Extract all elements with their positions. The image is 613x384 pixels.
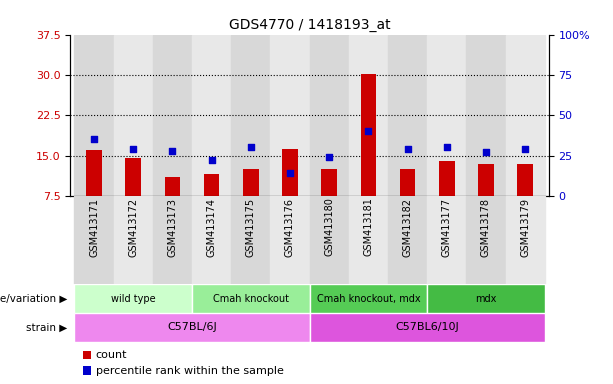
Bar [192,284,310,313]
Bar [466,35,506,196]
Point [324,154,334,160]
Bar [427,284,545,313]
Text: genotype/variation ▶: genotype/variation ▶ [0,293,67,304]
Point [442,144,452,151]
Bar [400,169,416,196]
Bar [310,284,427,313]
Bar [388,35,427,196]
Text: GSM413180: GSM413180 [324,198,334,257]
Point [364,128,373,134]
Bar [192,196,231,284]
Bar [231,196,270,284]
Text: GSM413172: GSM413172 [128,198,138,257]
Bar [282,149,298,196]
Bar [153,35,192,196]
Text: mdx: mdx [475,293,497,304]
Text: GSM413181: GSM413181 [364,198,373,257]
Bar [74,313,310,342]
Text: GSM413174: GSM413174 [207,198,216,257]
Bar [113,196,153,284]
Text: GSM413179: GSM413179 [520,198,530,257]
Point [403,146,413,152]
Bar [321,169,337,196]
Bar [517,164,533,196]
Text: GSM413178: GSM413178 [481,198,491,257]
Bar [310,196,349,284]
Text: GSM413176: GSM413176 [285,198,295,257]
Bar [388,196,427,284]
Text: GSM413171: GSM413171 [89,198,99,257]
Bar [164,177,180,196]
Bar [360,74,376,196]
Bar [270,196,310,284]
Text: GSM413177: GSM413177 [442,198,452,257]
Point [89,136,99,142]
Text: GSM413182: GSM413182 [403,198,413,257]
Point [167,147,177,154]
Bar [427,196,466,284]
Bar [310,313,545,342]
Text: C57BL/6J: C57BL/6J [167,322,217,333]
Text: wild type: wild type [111,293,156,304]
Bar [478,164,493,196]
Bar [74,284,192,313]
Bar [439,161,455,196]
Text: Cmah knockout, mdx: Cmah knockout, mdx [316,293,420,304]
Text: count: count [96,350,127,360]
Bar [427,35,466,196]
Point [481,149,491,156]
Bar [506,35,545,196]
Point [285,170,295,176]
Text: Cmah knockout: Cmah knockout [213,293,289,304]
Bar [243,169,259,196]
Text: GSM413175: GSM413175 [246,198,256,257]
Bar [270,35,310,196]
Point [520,146,530,152]
Bar [204,174,219,196]
Text: C57BL6/10J: C57BL6/10J [395,322,459,333]
Point [207,157,216,164]
Bar [74,35,113,196]
Bar [506,196,545,284]
Title: GDS4770 / 1418193_at: GDS4770 / 1418193_at [229,18,390,32]
Bar [153,196,192,284]
Point [246,144,256,151]
Bar [349,196,388,284]
Bar [113,35,153,196]
Bar [86,150,102,196]
Bar [192,35,231,196]
Bar [310,35,349,196]
Bar [126,158,141,196]
Bar [74,196,113,284]
Bar [349,35,388,196]
Bar [466,196,506,284]
Text: GSM413173: GSM413173 [167,198,177,257]
Text: strain ▶: strain ▶ [26,322,67,333]
Bar [231,35,270,196]
Text: percentile rank within the sample: percentile rank within the sample [96,366,283,376]
Point [128,146,138,152]
